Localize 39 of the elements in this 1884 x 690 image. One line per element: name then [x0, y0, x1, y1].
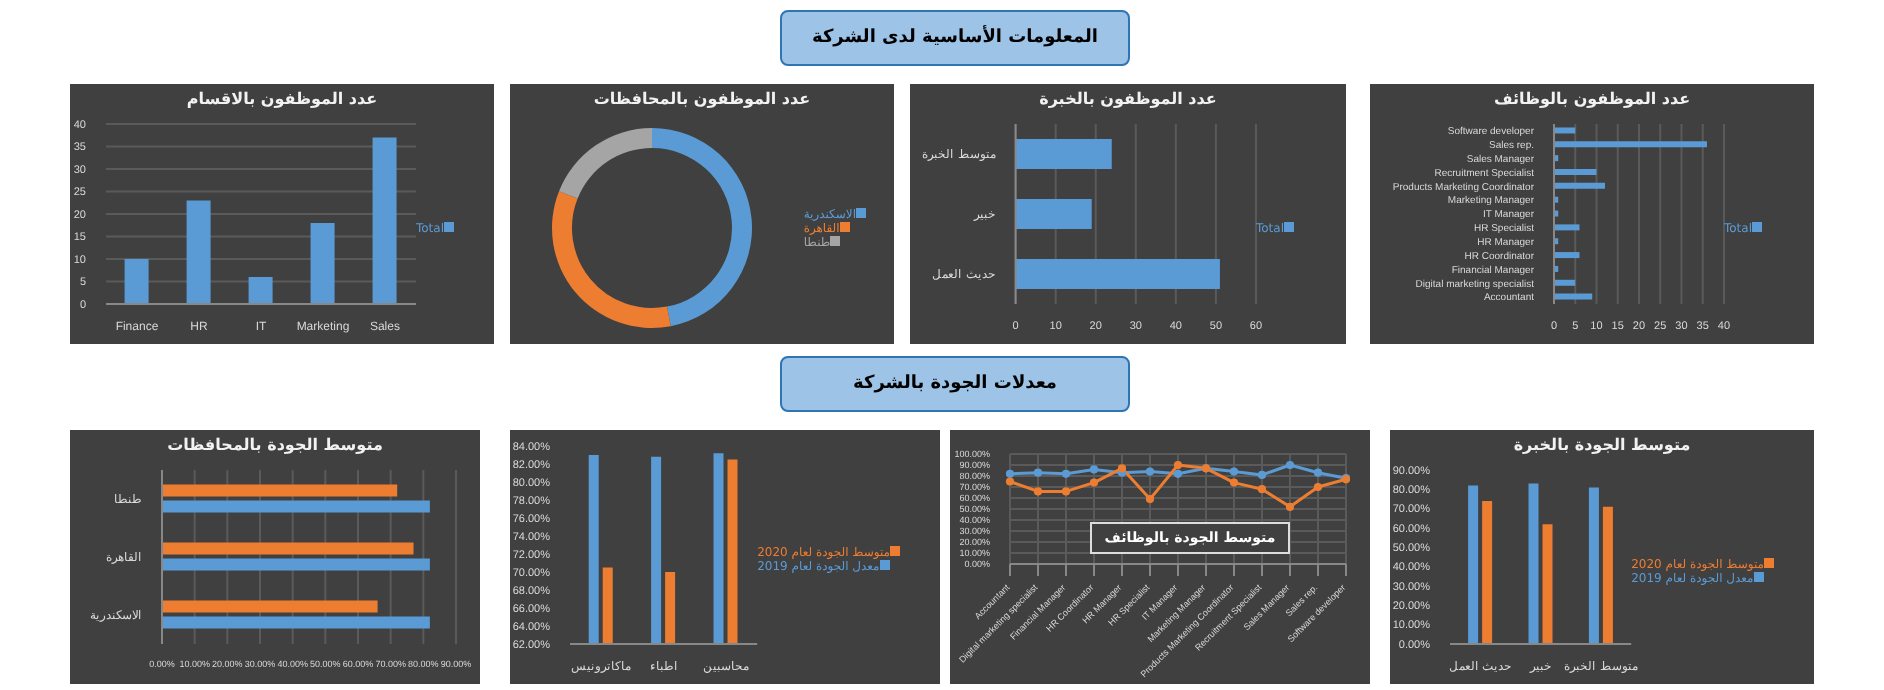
bar — [1015, 199, 1092, 229]
chart-title: متوسط الجودة بالمحافظات — [165, 434, 385, 458]
donut-slice — [552, 191, 671, 328]
text: المعلومات الأساسية لدى الشركة — [780, 10, 1130, 66]
chart-title: متوسط الجودة بالخبرة — [1511, 434, 1693, 458]
donut-slice — [559, 128, 652, 199]
chart-title: عدد الموظفون بالخبرة — [1037, 88, 1219, 112]
bar — [1554, 141, 1707, 148]
bar — [1554, 252, 1580, 259]
bar — [248, 277, 273, 304]
bar — [186, 200, 211, 304]
bar — [1588, 487, 1599, 644]
bar — [1015, 139, 1112, 169]
bar — [1468, 485, 1479, 644]
bar — [1554, 279, 1576, 286]
chart-title: عدد الموظفون بالمحافظات — [591, 88, 813, 112]
bar — [1482, 500, 1493, 644]
bar — [162, 616, 430, 629]
chart-title: عدد الموظفون بالوظائف — [1491, 88, 1693, 112]
bar — [162, 500, 430, 513]
bar — [162, 558, 430, 571]
donut-slice — [652, 128, 752, 327]
bar — [1542, 524, 1553, 644]
bar — [124, 259, 149, 304]
chart-title: عدد الموظفون بالاقسام — [184, 88, 380, 112]
bar — [372, 137, 397, 304]
bar — [1554, 169, 1597, 175]
bar — [310, 223, 335, 304]
text: معدلات الجودة بالشركة — [780, 356, 1130, 412]
bar — [1554, 127, 1576, 134]
bar — [1554, 293, 1593, 300]
bar — [162, 542, 414, 555]
bar — [162, 484, 398, 497]
bar — [1015, 259, 1220, 289]
bar — [1528, 483, 1539, 644]
bar — [162, 600, 378, 613]
bar — [1554, 182, 1605, 189]
bar — [1602, 506, 1613, 644]
bar — [1554, 224, 1580, 231]
